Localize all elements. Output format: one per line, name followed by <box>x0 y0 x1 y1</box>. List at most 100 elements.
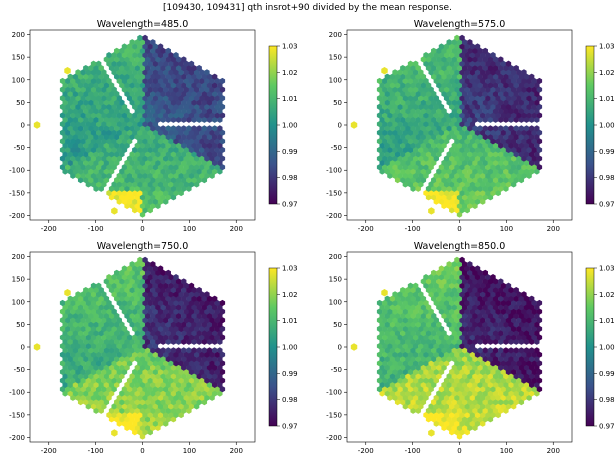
hex-cell <box>443 342 450 350</box>
hex-cell <box>106 411 112 419</box>
hex-cell <box>114 177 120 184</box>
hex-cell <box>500 386 507 393</box>
hex-cell <box>490 164 496 171</box>
hex-cell <box>150 321 156 328</box>
hex-cell <box>449 146 455 154</box>
hex-cell <box>199 112 205 119</box>
hex-cell <box>163 112 169 119</box>
hex-cell <box>482 47 488 54</box>
hex-cell <box>98 321 104 328</box>
hex-cell <box>480 86 486 93</box>
hex-cell <box>70 351 76 358</box>
hex-cell <box>379 142 385 149</box>
hex-cell <box>516 103 522 110</box>
hex-cell <box>72 99 79 106</box>
hex-cell <box>477 108 483 115</box>
hex-cell <box>529 99 535 106</box>
hex-cell <box>459 129 465 136</box>
hex-cell <box>482 151 488 158</box>
hex-cell <box>474 299 481 307</box>
hex-cell <box>165 390 171 397</box>
hex-cell <box>157 317 164 324</box>
y-tick-label: 50 <box>16 321 25 329</box>
hex-cell <box>428 95 434 102</box>
hex-cell <box>124 312 130 320</box>
hex-cell <box>464 360 470 367</box>
hex-cell <box>518 142 525 149</box>
hex-cell <box>191 286 197 294</box>
hex-cell <box>412 60 419 67</box>
hex-cell <box>534 312 540 320</box>
hex-cell <box>95 368 102 376</box>
hex-cell <box>98 99 104 106</box>
y-tick-label: -150 <box>326 411 342 419</box>
hex-cell <box>467 168 473 175</box>
hex-cell <box>88 151 94 158</box>
hex-cell <box>80 334 86 341</box>
hex-cell <box>415 312 421 320</box>
hex-cell <box>412 368 419 376</box>
hex-cell <box>152 43 159 50</box>
hex-cell <box>77 177 84 184</box>
hex-cell <box>534 321 540 328</box>
hex-cell <box>518 73 525 80</box>
hex-cell <box>181 116 187 123</box>
hex-cell <box>384 116 390 123</box>
hex-cell <box>188 95 195 102</box>
hex-cell <box>126 164 133 171</box>
hex-cell <box>518 390 525 397</box>
hex-cell <box>206 168 213 175</box>
highlight-cell <box>111 429 118 437</box>
hex-cell <box>201 125 208 132</box>
hex-cell <box>144 47 151 54</box>
hex-cell <box>88 286 94 294</box>
hex-cell <box>418 77 424 85</box>
colorbar-tick-label: 1.01 <box>599 95 615 103</box>
hex-cell <box>80 386 86 393</box>
hex-cell <box>137 360 143 367</box>
hex-cell <box>410 185 416 192</box>
hex-cell <box>114 373 120 380</box>
hex-cell <box>88 108 94 115</box>
hex-cell <box>111 403 117 410</box>
hex-cell <box>196 108 202 115</box>
hex-cell <box>382 368 388 376</box>
hex-cell <box>75 164 81 171</box>
hex-cell <box>392 77 398 85</box>
hex-cell <box>402 308 409 315</box>
hex-cell <box>147 377 153 384</box>
hex-cell <box>90 181 97 188</box>
hex-cell <box>415 64 421 72</box>
hex-cell <box>498 125 504 132</box>
hex-cell <box>219 334 226 341</box>
hex-cell <box>472 133 478 141</box>
hex-cell <box>379 108 385 115</box>
hex-cell <box>441 278 447 285</box>
hex-cell <box>382 95 388 102</box>
hex-cell <box>480 138 486 145</box>
hex-cell <box>459 69 465 76</box>
hex-cell <box>119 286 125 294</box>
colorbar-tick-label: 0.97 <box>282 201 298 209</box>
hex-cell <box>407 138 414 145</box>
hex-cell <box>173 172 179 179</box>
hex-cell <box>175 142 182 149</box>
hex-cell <box>469 172 476 179</box>
hex-cell <box>477 168 483 175</box>
hex-cell <box>175 321 182 328</box>
hex-cell <box>482 338 488 345</box>
hex-cell <box>472 304 478 311</box>
hex-cell <box>139 39 146 46</box>
hex-cell <box>503 90 509 98</box>
hex-cell <box>394 312 401 320</box>
hex-cell <box>111 112 117 119</box>
hex-cell <box>147 299 153 307</box>
hex-cell <box>201 364 208 371</box>
hex-cell <box>191 304 197 311</box>
hex-cell <box>124 168 130 175</box>
colorbar-tick-label: 1.02 <box>282 69 298 77</box>
hex-cell <box>77 142 84 149</box>
hex-cell <box>183 386 190 393</box>
hex-cell <box>106 386 112 393</box>
hex-cell <box>529 330 535 337</box>
